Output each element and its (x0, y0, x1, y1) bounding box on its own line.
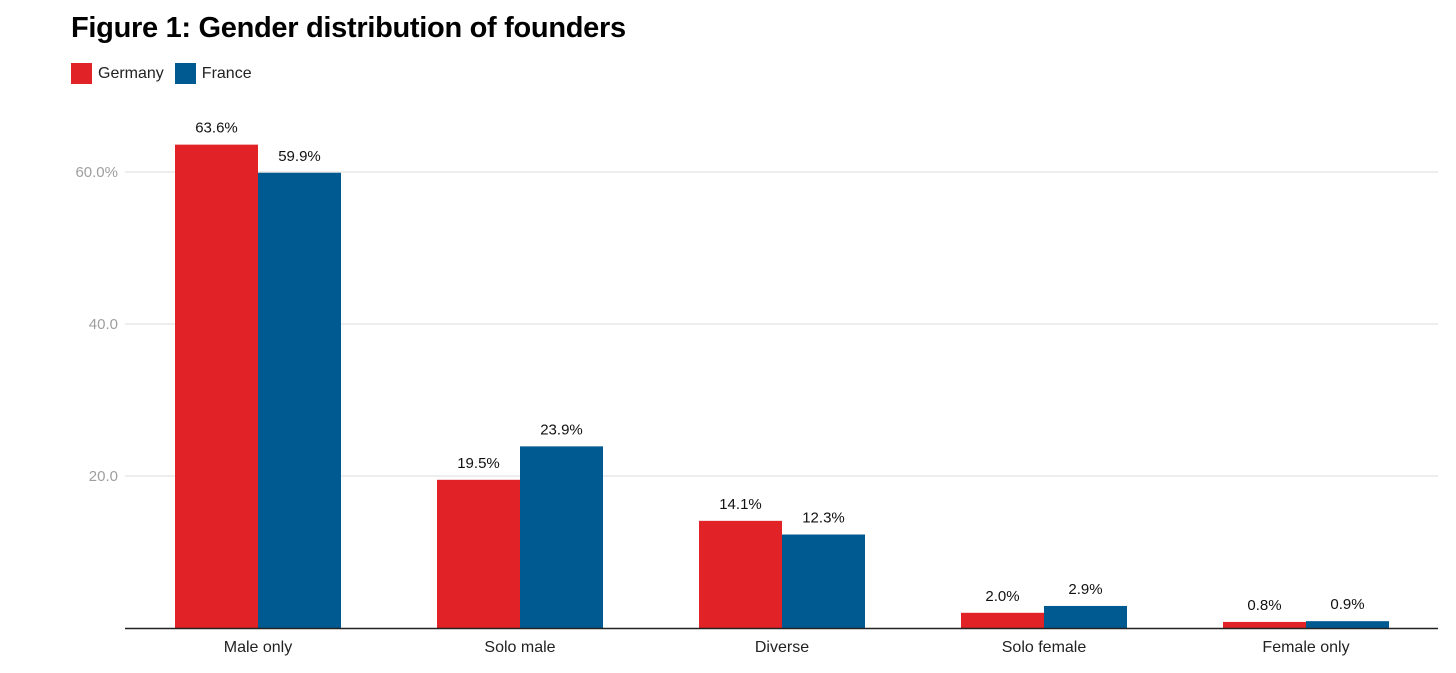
y-tick-label-40: 40.0 (89, 316, 118, 333)
bar-germany-solo-male (437, 479, 520, 628)
y-tick-label-60: 60.0% (75, 164, 118, 181)
value-label-france-solo-male: 23.9% (540, 421, 583, 438)
legend-swatch-germany (71, 63, 92, 84)
legend-label-france: France (201, 64, 252, 82)
bar-germany-male-only (175, 144, 258, 628)
value-label-france-diverse: 12.3% (802, 510, 845, 527)
bar-france-female-only (1306, 621, 1389, 628)
value-label-france-solo-female: 2.9% (1068, 581, 1102, 598)
legend-label-germany: Germany (98, 64, 164, 82)
legend-item-france: France (174, 63, 252, 84)
x-category-label-solo-female: Solo female (1002, 639, 1087, 656)
legend-swatch-france (174, 63, 196, 84)
value-label-germany-female-only: 0.8% (1247, 597, 1281, 614)
legend: Germany France (71, 63, 263, 84)
chart-title: Figure 1: Gender distribution of founder… (71, 12, 626, 44)
x-category-label-diverse: Diverse (755, 639, 809, 656)
y-tick-label-20: 20.0 (89, 468, 118, 485)
bar-germany-solo-female (961, 612, 1044, 628)
bar-france-diverse (782, 534, 865, 628)
x-category-label-female-only: Female only (1262, 639, 1349, 656)
x-category-label-solo-male: Solo male (484, 639, 555, 656)
x-category-label-male-only: Male only (224, 639, 292, 656)
value-label-germany-diverse: 14.1% (719, 496, 762, 513)
bar-germany-female-only (1223, 621, 1306, 628)
bar-france-male-only (258, 172, 341, 628)
bar-france-solo-female (1044, 605, 1127, 628)
value-label-germany-male-only: 63.6% (195, 120, 238, 137)
value-label-france-male-only: 59.9% (278, 148, 321, 165)
bar-france-solo-male (520, 446, 603, 628)
value-label-france-female-only: 0.9% (1330, 596, 1364, 613)
value-label-germany-solo-male: 19.5% (457, 455, 500, 472)
value-label-germany-solo-female: 2.0% (985, 588, 1019, 605)
legend-item-germany: Germany (71, 63, 164, 84)
bar-germany-diverse (699, 520, 782, 628)
